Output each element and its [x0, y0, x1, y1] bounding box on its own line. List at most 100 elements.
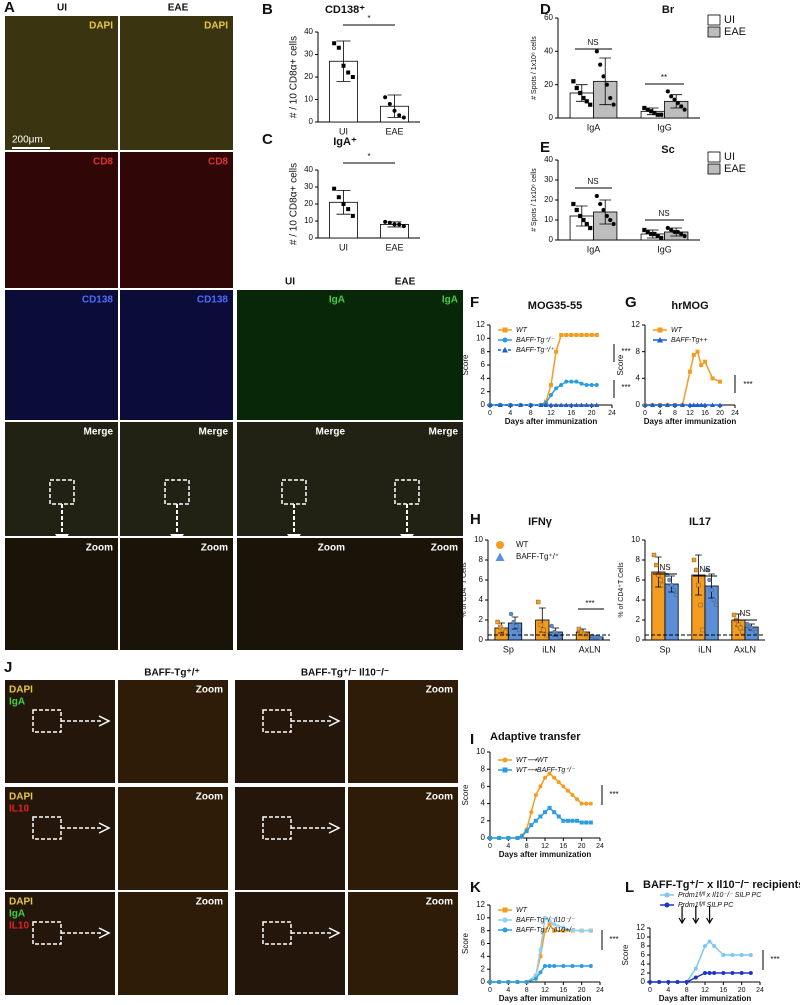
- marker: [575, 797, 580, 802]
- marker: [748, 971, 753, 975]
- tile-label: CD138: [82, 295, 114, 306]
- marker: [710, 376, 715, 381]
- marker: [707, 971, 712, 975]
- tile-label: Zoom: [426, 792, 453, 803]
- x-tick-label: 4: [506, 987, 510, 994]
- marker: [688, 369, 692, 374]
- marker: [601, 74, 606, 79]
- significance-label: NS: [587, 38, 598, 47]
- legend-label: WT⟶WT: [516, 757, 549, 764]
- marker: [581, 95, 586, 101]
- y-tick-label: 6: [641, 950, 646, 959]
- x-tick-label: AxLN: [734, 644, 756, 654]
- y-tick-label: 10: [304, 216, 313, 225]
- marker: [665, 225, 670, 231]
- marker: [383, 95, 388, 100]
- x-tick-label: Sp: [659, 644, 670, 654]
- marker: [665, 89, 670, 94]
- marker: [657, 337, 663, 343]
- series-line: [490, 806, 591, 839]
- tile-label: Zoom: [86, 543, 113, 554]
- marker: [506, 836, 511, 840]
- x-tick-label: 24: [756, 987, 764, 994]
- marker: [672, 402, 678, 407]
- tile-label: CD8: [93, 157, 113, 168]
- legend-label: UI: [724, 151, 735, 163]
- marker: [584, 221, 589, 227]
- marker: [611, 221, 616, 227]
- y-tick-label: 0: [636, 400, 641, 409]
- marker: [543, 810, 547, 815]
- x-tick-label: 12: [686, 410, 694, 417]
- chart-title: BAFF-Tg⁺/⁻ x Il10⁻/⁻ recipients: [643, 879, 800, 891]
- micrograph: [350, 538, 463, 650]
- marker: [579, 928, 584, 933]
- marker: [604, 82, 610, 87]
- micrograph: [120, 290, 233, 420]
- micrograph: [5, 538, 118, 650]
- marker: [673, 592, 679, 598]
- marker: [558, 402, 564, 407]
- marker: [594, 333, 599, 337]
- marker: [669, 582, 674, 588]
- y-tick-label: 8: [641, 941, 646, 950]
- chart-title: IFNγ: [528, 516, 553, 528]
- marker: [488, 836, 492, 840]
- x-tick-label: IgG: [657, 122, 672, 132]
- micrograph: [348, 787, 458, 890]
- marker: [559, 383, 564, 387]
- legend-label: WT: [671, 327, 683, 334]
- micrograph: [118, 787, 228, 890]
- marker: [707, 939, 712, 944]
- y-tick-label: 0: [549, 113, 554, 122]
- panel-label: E: [540, 139, 550, 156]
- marker: [696, 582, 701, 588]
- channel-label: IL10: [9, 804, 29, 815]
- x-tick-label: 16: [559, 987, 567, 994]
- treatment-arrow: [678, 906, 686, 925]
- y-axis-label: # / 10 CD8α+ cells: [289, 36, 300, 118]
- x-tick-label: 4: [506, 843, 510, 850]
- marker: [547, 771, 552, 776]
- marker: [748, 953, 753, 957]
- column-header: EAE: [168, 3, 189, 14]
- marker: [651, 552, 657, 558]
- legend-label: Prdm1ᶠˡ/ᶠˡ SILP PC: [678, 902, 734, 909]
- marker: [336, 195, 341, 200]
- marker: [538, 954, 543, 959]
- tile-label: CD138: [197, 295, 229, 306]
- x-tick-label: 0: [648, 987, 652, 994]
- channel-label: DAPI: [9, 792, 33, 803]
- significance-label: ***: [770, 955, 779, 964]
- significance-label: ***: [621, 347, 630, 356]
- chart-title: CD138⁺: [325, 4, 365, 16]
- marker: [664, 892, 670, 898]
- arrow-head: [328, 822, 341, 834]
- marker: [554, 386, 559, 391]
- marker: [497, 980, 502, 984]
- x-tick-label: 20: [578, 843, 586, 850]
- y-tick-label: 6: [481, 939, 486, 948]
- marker: [721, 971, 726, 975]
- marker: [598, 201, 603, 207]
- chart-title: Br: [662, 4, 675, 16]
- marker: [693, 975, 698, 980]
- y-tick-label: 10: [304, 95, 313, 104]
- x-tick-label: 4: [508, 410, 512, 417]
- legend-label: WT: [516, 907, 528, 914]
- marker: [736, 622, 741, 628]
- y-axis-label: % of CD4⁺T Cells: [618, 562, 625, 618]
- marker: [682, 107, 687, 112]
- marker: [711, 597, 716, 603]
- x-tick-label: 12: [541, 987, 549, 994]
- x-tick-label: 4: [658, 410, 662, 417]
- x-tick-label: 16: [567, 410, 575, 417]
- y-tick-label: 40: [544, 155, 553, 164]
- marker: [487, 402, 493, 407]
- marker: [574, 207, 579, 213]
- tile-label: IgA: [329, 295, 345, 306]
- marker: [658, 577, 663, 583]
- marker: [529, 810, 534, 815]
- marker: [710, 402, 715, 407]
